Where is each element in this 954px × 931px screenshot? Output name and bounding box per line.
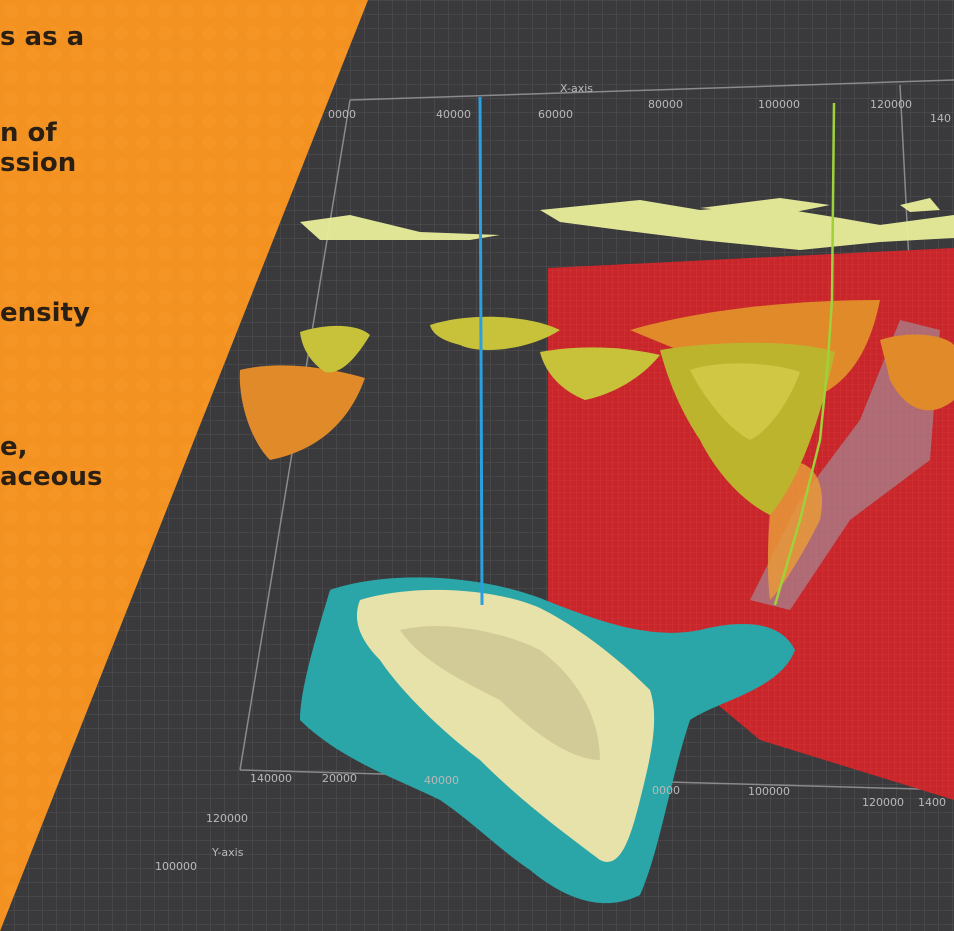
axis-labels: X-axis 0000 40000 60000 80000 100000 120…: [155, 82, 951, 873]
banner-line-1: s as a: [0, 22, 85, 52]
x-tick-top-1: 0000: [328, 108, 356, 121]
x-tick-bottom-2: 40000: [424, 774, 459, 787]
x-tick-bottom-6: 1400: [918, 796, 946, 809]
x-tick-bottom-4: 100000: [748, 785, 790, 798]
y-tick-2: 120000: [206, 812, 248, 825]
banner-line-4: ensity: [0, 298, 90, 328]
x-tick-top-4: 80000: [648, 98, 683, 111]
banner-line-6: aceous: [0, 462, 103, 492]
x-tick-top-2: 40000: [436, 108, 471, 121]
banner-line-5: e,: [0, 432, 28, 462]
x-tick-bottom-1: 20000: [322, 772, 357, 785]
well-green: [773, 102, 836, 606]
x-tick-top-5: 100000: [758, 98, 800, 111]
x-axis-title: X-axis: [560, 82, 593, 95]
banner-line-2: n of: [0, 118, 57, 148]
x-tick-bottom-3: 0000: [652, 784, 680, 797]
banner-line-3: ssion: [0, 148, 77, 178]
y-tick-3: 100000: [155, 860, 197, 873]
pale-basin-body: [356, 589, 655, 862]
orange-banner: [0, 0, 368, 931]
x-tick-top-7: 140: [930, 112, 951, 125]
y-axis-title: Y-axis: [211, 846, 244, 859]
x-tick-bottom-5: 120000: [862, 796, 904, 809]
y-tick-1: 140000: [250, 772, 292, 785]
x-tick-top-3: 60000: [538, 108, 573, 121]
x-tick-top-6: 120000: [870, 98, 912, 111]
upper-horizon: [300, 198, 954, 250]
well-blue: [478, 96, 484, 606]
yellow-bodies: [300, 316, 835, 515]
